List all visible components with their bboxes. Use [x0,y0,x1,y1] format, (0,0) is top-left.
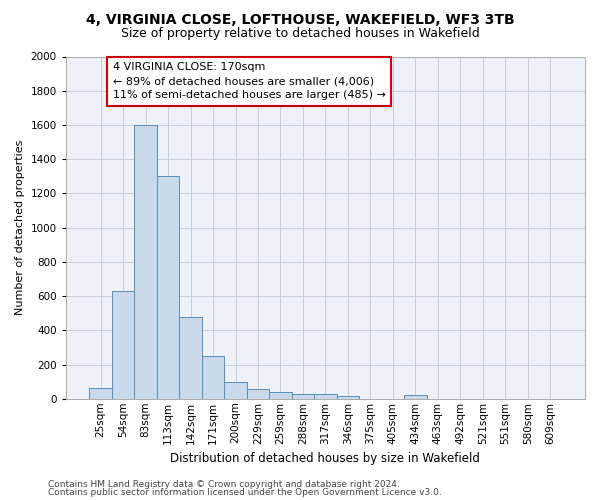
Bar [134,125,157,399]
Text: Size of property relative to detached houses in Wakefield: Size of property relative to detached ho… [121,28,479,40]
Bar [202,356,224,399]
Bar [314,394,337,399]
Text: Contains public sector information licensed under the Open Government Licence v3: Contains public sector information licen… [48,488,442,497]
Text: 4, VIRGINIA CLOSE, LOFTHOUSE, WAKEFIELD, WF3 3TB: 4, VIRGINIA CLOSE, LOFTHOUSE, WAKEFIELD,… [86,12,514,26]
Bar [112,291,134,399]
Y-axis label: Number of detached properties: Number of detached properties [15,140,25,316]
Bar [269,392,292,399]
Bar [247,390,269,399]
Text: 4 VIRGINIA CLOSE: 170sqm
← 89% of detached houses are smaller (4,006)
11% of sem: 4 VIRGINIA CLOSE: 170sqm ← 89% of detach… [113,62,386,100]
X-axis label: Distribution of detached houses by size in Wakefield: Distribution of detached houses by size … [170,452,481,465]
Bar [404,396,427,399]
Bar [292,394,314,399]
Bar [89,388,112,399]
Bar [224,382,247,399]
Bar [337,396,359,399]
Bar [157,176,179,399]
Text: Contains HM Land Registry data © Crown copyright and database right 2024.: Contains HM Land Registry data © Crown c… [48,480,400,489]
Bar [179,316,202,399]
